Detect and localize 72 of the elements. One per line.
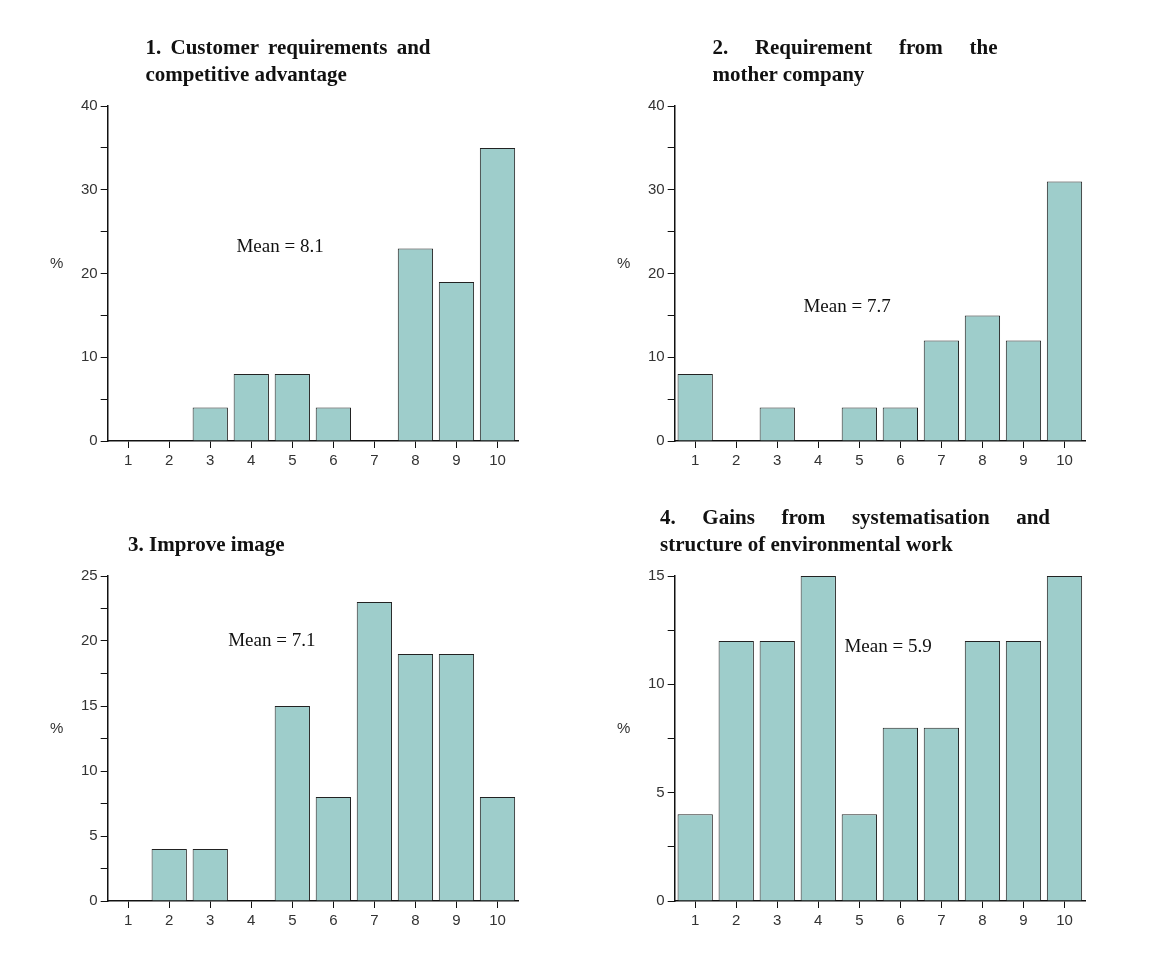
x-tick-label: 10	[489, 451, 506, 469]
y-tick-label: 0	[656, 431, 665, 449]
x-tick-label: 2	[165, 451, 174, 469]
x-tick-label: 4	[814, 911, 823, 929]
y-tick-label: 10	[81, 347, 98, 365]
y-tick-label: 10	[648, 674, 665, 692]
x-tick-label: 10	[489, 911, 506, 929]
x-tick-label: 5	[855, 911, 864, 929]
y-axis-title: %	[617, 718, 631, 736]
y-tick-label: 30	[81, 179, 98, 197]
y-tick-label: 25	[81, 566, 98, 584]
chart-title: 4. Gains from systematisation and structure of environmental work	[660, 504, 1050, 558]
x-tick-label: 10	[1056, 451, 1073, 469]
y-tick-label: 0	[89, 431, 98, 449]
x-tick-label: 8	[978, 911, 987, 929]
y-tick-label: 20	[648, 263, 665, 281]
x-tick-label: 3	[773, 911, 782, 929]
y-tick-label: 10	[648, 347, 665, 365]
chart-title: 1. Customer requirements and competitive advantage	[145, 34, 431, 88]
x-tick-label: 6	[896, 911, 905, 929]
x-tick-label: 4	[247, 451, 256, 469]
y-axis-title: %	[50, 253, 64, 271]
y-tick-label: 30	[648, 179, 665, 197]
y-tick-label: 40	[81, 96, 98, 114]
chart-title: 2. Requirement from the mother company	[712, 34, 998, 88]
chart-title: 3. Improve image	[128, 531, 286, 558]
y-tick-label: 15	[648, 566, 665, 584]
x-tick-label: 9	[452, 911, 461, 929]
x-tick-label: 6	[329, 451, 338, 469]
y-tick-label: 10	[81, 761, 98, 779]
y-tick-label: 0	[656, 891, 665, 909]
x-tick-label: 7	[370, 451, 379, 469]
annotation: Mean = 7.1	[228, 628, 316, 650]
x-tick-label: 7	[937, 911, 946, 929]
x-tick-label: 9	[1019, 911, 1028, 929]
x-tick-label: 10	[1056, 911, 1073, 929]
y-axis-title: %	[617, 253, 631, 271]
x-tick-label: 4	[814, 451, 823, 469]
x-tick-label: 3	[773, 451, 782, 469]
x-tick-label: 6	[896, 451, 905, 469]
x-tick-label: 8	[411, 911, 420, 929]
x-tick-label: 6	[329, 911, 338, 929]
y-tick-label: 0	[89, 891, 98, 909]
x-tick-label: 9	[452, 451, 461, 469]
x-tick-label: 4	[247, 911, 256, 929]
x-tick-label: 5	[288, 911, 297, 929]
x-tick-label: 5	[855, 451, 864, 469]
x-tick-label: 1	[124, 911, 133, 929]
y-tick-label: 15	[81, 696, 98, 714]
x-tick-label: 3	[206, 451, 215, 469]
x-tick-label: 2	[732, 911, 741, 929]
x-tick-label: 1	[691, 911, 700, 929]
x-tick-label: 9	[1019, 451, 1028, 469]
y-tick-label: 20	[81, 631, 98, 649]
annotation: Mean = 7.7	[803, 294, 891, 316]
x-tick-label: 8	[978, 451, 987, 469]
y-tick-label: 5	[656, 782, 665, 800]
x-tick-label: 2	[165, 911, 174, 929]
y-tick-label: 5	[89, 826, 98, 844]
annotation: Mean = 8.1	[236, 234, 324, 256]
x-tick-label: 7	[937, 451, 946, 469]
y-tick-label: 20	[81, 263, 98, 281]
x-tick-label: 3	[206, 911, 215, 929]
x-tick-label: 8	[411, 451, 420, 469]
x-tick-label: 5	[288, 451, 297, 469]
y-tick-label: 40	[648, 96, 665, 114]
annotation: Mean = 5.9	[844, 635, 932, 657]
x-tick-label: 1	[124, 451, 133, 469]
y-axis-title: %	[50, 718, 64, 736]
x-tick-label: 1	[691, 451, 700, 469]
x-tick-label: 7	[370, 911, 379, 929]
x-tick-label: 2	[732, 451, 741, 469]
